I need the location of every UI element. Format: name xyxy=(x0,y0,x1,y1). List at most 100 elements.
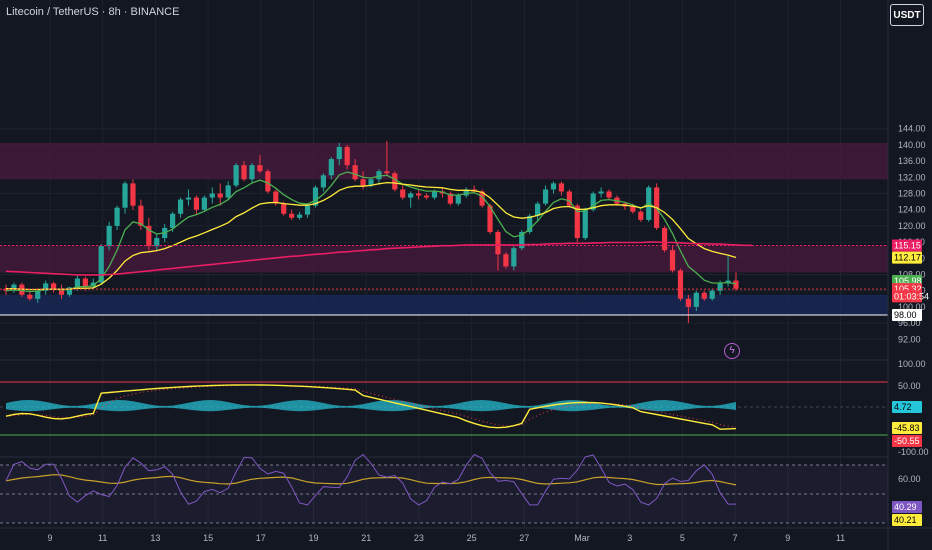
candle-body[interactable] xyxy=(289,213,295,218)
candle-body[interactable] xyxy=(519,231,525,249)
flash-icon[interactable]: ϟ xyxy=(724,343,740,359)
currency-button[interactable]: USDT xyxy=(890,4,924,26)
candle-body[interactable] xyxy=(352,165,358,180)
candle-body[interactable] xyxy=(733,280,739,289)
candle-body[interactable] xyxy=(185,197,192,200)
candle-body[interactable] xyxy=(233,165,239,186)
candle-body[interactable] xyxy=(638,211,644,220)
candle-body[interactable] xyxy=(535,203,541,216)
candle-body[interactable] xyxy=(630,206,636,212)
candle-body[interactable] xyxy=(408,193,414,198)
candle-body[interactable] xyxy=(400,189,406,198)
candle-body[interactable] xyxy=(376,171,382,180)
candle-body[interactable] xyxy=(146,225,152,247)
candle-body[interactable] xyxy=(336,146,342,160)
candle-body[interactable] xyxy=(661,227,668,251)
candle-body[interactable] xyxy=(709,290,715,299)
candle-body[interactable] xyxy=(487,205,493,232)
candle-body[interactable] xyxy=(669,250,676,271)
candle-body[interactable] xyxy=(43,283,49,291)
candle-body[interactable] xyxy=(416,193,422,196)
time-axis-label: 17 xyxy=(256,533,266,543)
osc-histogram xyxy=(6,400,736,412)
candle-body[interactable] xyxy=(463,189,469,196)
candle-body[interactable] xyxy=(590,193,596,210)
price-tag xyxy=(892,309,922,321)
candle-body[interactable] xyxy=(701,292,707,299)
candle-body[interactable] xyxy=(542,189,549,204)
candle-body[interactable] xyxy=(201,197,207,210)
candle-body[interactable] xyxy=(106,225,112,247)
candle-body[interactable] xyxy=(98,246,104,283)
price-axis-label: 144.00 xyxy=(898,124,926,134)
candle-body[interactable] xyxy=(273,191,279,204)
candle-body[interactable] xyxy=(368,179,374,186)
candle-body[interactable] xyxy=(257,165,263,172)
ma-long-line xyxy=(5,241,752,276)
candle-body[interactable] xyxy=(725,280,731,283)
candle-body[interactable] xyxy=(320,175,326,188)
candle-body[interactable] xyxy=(82,278,88,287)
candle-body[interactable] xyxy=(58,288,65,295)
candle-body[interactable] xyxy=(574,205,580,239)
candle-body[interactable] xyxy=(154,238,160,247)
candle-body[interactable] xyxy=(455,195,461,204)
candle-body[interactable] xyxy=(606,191,612,198)
candle-body[interactable] xyxy=(193,197,200,210)
candle-body[interactable] xyxy=(114,207,120,226)
candle-body[interactable] xyxy=(138,205,144,226)
candle-body[interactable] xyxy=(209,193,215,198)
price-axis-label: 100.00 xyxy=(898,302,926,312)
time-axis-label: 5 xyxy=(680,533,685,543)
candle-body[interactable] xyxy=(35,290,41,299)
candle-body[interactable] xyxy=(304,205,311,215)
candle-body[interactable] xyxy=(717,282,723,291)
price-zone xyxy=(0,142,888,180)
candle-body[interactable] xyxy=(281,203,287,214)
candle-body[interactable] xyxy=(74,278,81,288)
price-axis-label: 120.00 xyxy=(898,221,926,231)
candle-body[interactable] xyxy=(328,159,334,176)
candle-body[interactable] xyxy=(312,187,319,206)
candle-body[interactable] xyxy=(265,171,271,192)
candle-body[interactable] xyxy=(685,298,691,307)
candle-body[interactable] xyxy=(11,284,17,291)
candle-body[interactable] xyxy=(27,294,33,299)
candle-body[interactable] xyxy=(677,270,684,299)
candle-body[interactable] xyxy=(51,283,57,289)
candle-body[interactable] xyxy=(344,146,350,166)
candle-body[interactable] xyxy=(177,199,184,214)
candle-body[interactable] xyxy=(447,193,453,204)
candle-body[interactable] xyxy=(3,288,9,291)
candle-body[interactable] xyxy=(693,292,699,307)
candle-body[interactable] xyxy=(598,191,604,194)
candle-body[interactable] xyxy=(249,165,255,180)
time-axis-label: 7 xyxy=(733,533,738,543)
candle-body[interactable] xyxy=(511,248,517,267)
rsi-tag xyxy=(892,514,922,526)
candle-body[interactable] xyxy=(66,287,73,295)
candle-body[interactable] xyxy=(296,214,303,218)
candle-body[interactable] xyxy=(392,173,398,190)
candle-body[interactable] xyxy=(217,193,223,198)
candle-body[interactable] xyxy=(384,171,390,174)
candle-body[interactable] xyxy=(130,183,136,206)
candle-body[interactable] xyxy=(558,183,565,192)
candle-body[interactable] xyxy=(566,191,572,206)
candle-body[interactable] xyxy=(423,195,430,198)
candle-body[interactable] xyxy=(122,183,128,208)
candle-body[interactable] xyxy=(431,191,438,198)
candle-body[interactable] xyxy=(360,179,366,186)
price-axis-label: 96.00 xyxy=(898,318,921,328)
candle-body[interactable] xyxy=(495,231,501,255)
candle-body[interactable] xyxy=(550,183,557,190)
candle-body[interactable] xyxy=(582,209,588,239)
candle-body[interactable] xyxy=(241,165,247,180)
candle-body[interactable] xyxy=(527,215,533,232)
candle-body[interactable] xyxy=(170,213,176,228)
candle-body[interactable] xyxy=(503,254,509,267)
candle-body[interactable] xyxy=(90,282,96,287)
candle-body[interactable] xyxy=(225,185,231,198)
candle-body[interactable] xyxy=(479,191,485,206)
